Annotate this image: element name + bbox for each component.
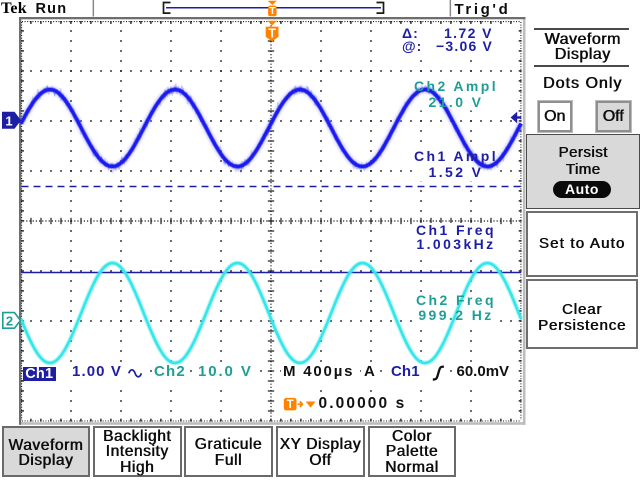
svg-text:T: T <box>269 6 275 17</box>
svg-text:1: 1 <box>5 113 12 128</box>
svg-text:2: 2 <box>6 313 13 328</box>
svg-text:T: T <box>268 26 276 40</box>
svg-text:T: T <box>287 399 294 411</box>
